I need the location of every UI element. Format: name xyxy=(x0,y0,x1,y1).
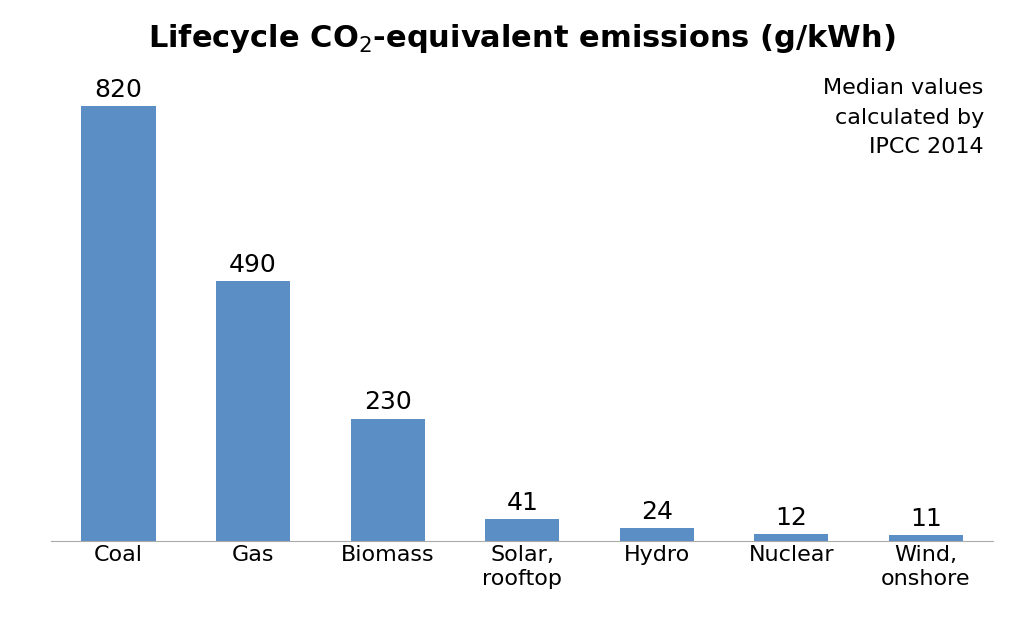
Bar xyxy=(82,106,156,541)
Bar xyxy=(350,418,425,541)
Text: 820: 820 xyxy=(94,78,142,102)
Text: 490: 490 xyxy=(229,252,276,277)
Text: 24: 24 xyxy=(641,500,673,523)
Title: Lifecycle CO$_2$-equivalent emissions (g/kWh): Lifecycle CO$_2$-equivalent emissions (g… xyxy=(148,22,896,55)
Bar xyxy=(620,528,694,541)
Text: 41: 41 xyxy=(506,490,539,515)
Bar xyxy=(485,519,559,541)
Text: 230: 230 xyxy=(364,391,412,415)
Text: 11: 11 xyxy=(910,506,942,530)
Text: Median values
calculated by
IPCC 2014: Median values calculated by IPCC 2014 xyxy=(823,78,984,157)
Bar xyxy=(755,534,828,541)
Text: 12: 12 xyxy=(775,506,807,530)
Bar xyxy=(216,281,290,541)
Bar xyxy=(889,535,963,541)
